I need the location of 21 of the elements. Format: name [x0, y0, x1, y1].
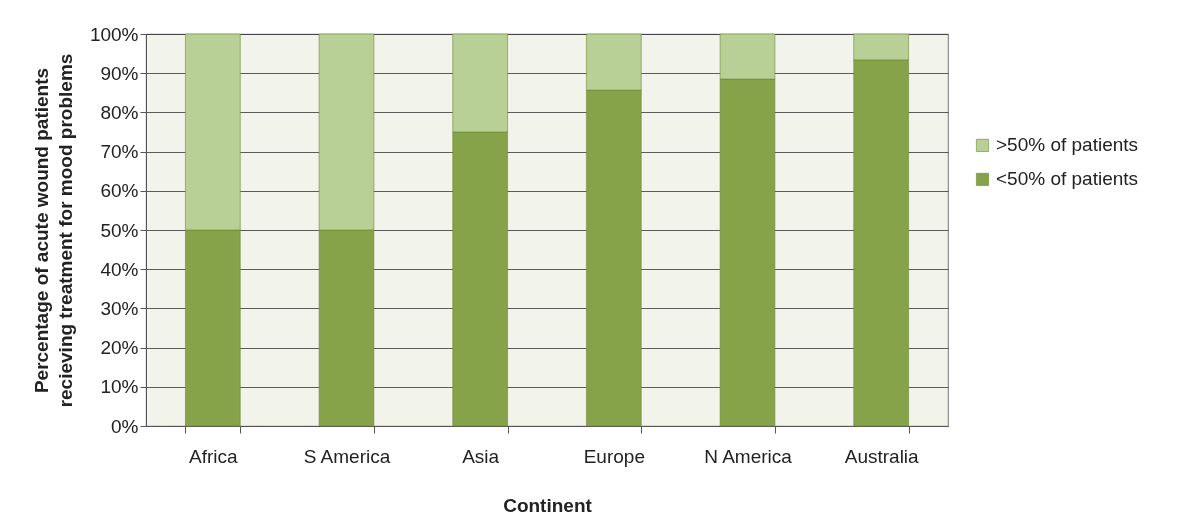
y-tick-label: 0% — [111, 415, 139, 437]
y-tick-label: 20% — [100, 337, 139, 359]
y-tick-label: 40% — [100, 258, 139, 280]
y-tick-label: 70% — [100, 141, 139, 163]
x-tick-label: Asia — [462, 445, 500, 467]
x-tick-label: Africa — [189, 445, 239, 467]
legend-label: >50% of patients — [996, 134, 1139, 156]
y-tick-label: 10% — [100, 376, 139, 398]
y-tick-label: 50% — [100, 219, 139, 241]
y-tick-label: 80% — [100, 101, 139, 123]
y-tick-label: 30% — [100, 297, 139, 319]
x-tick-label: Europe — [583, 445, 645, 467]
y-axis-title: Percentage of acute wound patients recieving treatment for mood problems — [30, 53, 76, 408]
x-tick-label: S America — [303, 445, 391, 467]
y-tick-label: 90% — [100, 62, 139, 84]
y-tick-label: 100% — [89, 23, 139, 45]
x-axis-title: Continent — [503, 494, 593, 514]
legend-label: <50% of patients — [996, 168, 1139, 190]
x-tick-label: N America — [704, 445, 793, 467]
x-tick-label: Australia — [844, 445, 920, 467]
y-tick-label: 60% — [100, 180, 139, 202]
